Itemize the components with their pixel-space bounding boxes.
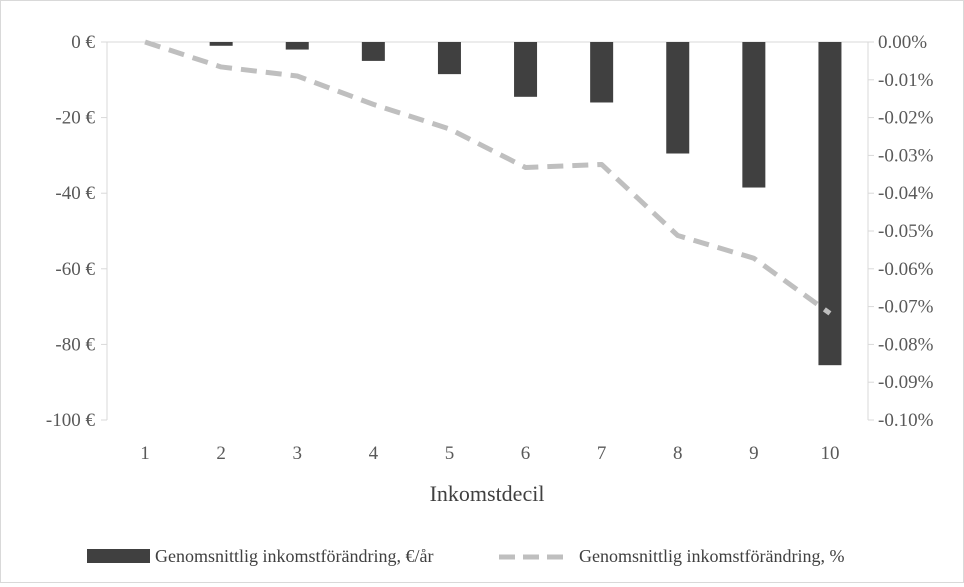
legend: Genomsnittlig inkomstförändring, €/år Ge…	[87, 546, 844, 566]
y-left-tick-label: -20 €	[55, 108, 95, 129]
x-axis-title: Inkomstdecil	[430, 481, 545, 506]
bar	[209, 42, 233, 46]
y-right-tick-label: -0.05%	[878, 221, 934, 242]
bar	[666, 42, 690, 154]
bar	[285, 42, 309, 50]
legend-bar-label: Genomsnittlig inkomstförändring, €/år	[155, 546, 433, 566]
x-tick-label: 4	[369, 443, 379, 464]
y-right-tick-label: 0.00%	[878, 32, 927, 53]
y-right-tick-label: -0.10%	[878, 410, 934, 431]
y-left-tick-label: -40 €	[55, 183, 95, 204]
x-tick-label: 6	[521, 443, 531, 464]
y-right-tick-label: -0.06%	[878, 259, 934, 280]
tick-labels: 0 € -20 € -40 € -60 € -80 € -100 € 0.00% -0.01%…	[46, 32, 934, 464]
axes	[101, 41, 874, 421]
x-tick-label: 3	[293, 443, 303, 464]
y-left-tick-label: 0 €	[71, 32, 95, 53]
percent-line-series	[144, 39, 832, 316]
bar	[361, 42, 385, 61]
x-tick-label: 2	[216, 443, 226, 464]
x-tick-label: 7	[597, 443, 607, 464]
bars	[209, 42, 842, 366]
y-right-tick-label: -0.02%	[878, 108, 934, 129]
legend-line-label: Genomsnittlig inkomstförändring, %	[579, 546, 844, 566]
y-right-tick-label: -0.03%	[878, 145, 934, 166]
x-tick-label: 5	[445, 443, 455, 464]
y-left-tick-label: -60 €	[55, 259, 95, 280]
y-left-tick-label: -100 €	[46, 410, 96, 431]
y-right-tick-label: -0.07%	[878, 297, 934, 318]
y-left-tick-label: -80 €	[55, 334, 95, 355]
bar	[514, 42, 538, 97]
legend-bar-swatch	[87, 549, 150, 563]
x-tick-label: 10	[820, 443, 839, 464]
y-right-tick-label: -0.04%	[878, 183, 934, 204]
y-right-tick-label: -0.08%	[878, 334, 934, 355]
bar	[742, 42, 766, 188]
bar	[590, 42, 614, 103]
bar	[818, 42, 842, 366]
y-right-tick-label: -0.01%	[878, 70, 934, 91]
x-tick-label: 1	[140, 443, 150, 464]
x-tick-label: 9	[749, 443, 759, 464]
percent-line	[144, 39, 832, 316]
bar	[437, 42, 461, 75]
y-right-tick-label: -0.09%	[878, 372, 934, 393]
x-tick-label: 8	[673, 443, 683, 464]
